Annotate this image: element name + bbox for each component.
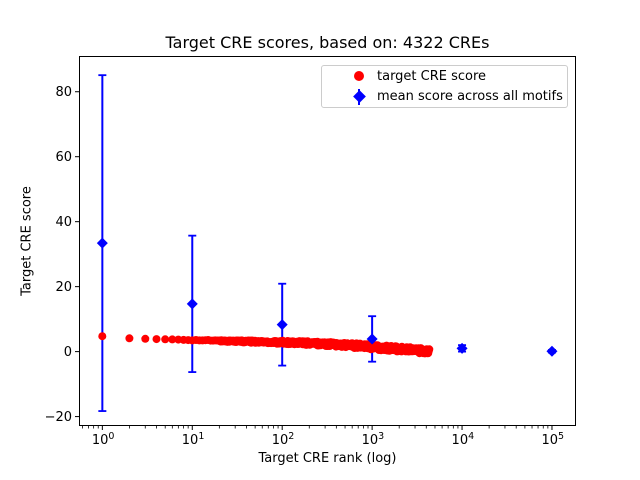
- mean-diamond: [366, 333, 378, 345]
- x-tick-label: 105: [541, 431, 564, 448]
- y-tick-label: 40: [55, 215, 72, 230]
- x-tick-label: 104: [452, 431, 475, 448]
- y-tick-label: −20: [45, 410, 72, 425]
- mean-diamond: [456, 342, 468, 354]
- chart-title: Target CRE scores, based on: 4322 CREs: [165, 33, 490, 52]
- mean-diamond: [546, 345, 558, 357]
- legend: target CRE score mean score across all m…: [321, 65, 568, 108]
- mean-diamond: [186, 298, 198, 310]
- legend-entry-mean-score: mean score across all motifs: [322, 87, 567, 107]
- x-tick-label: 102: [272, 431, 295, 448]
- mean-score-series: [96, 237, 558, 357]
- legend-entry-target-score: target CRE score: [322, 66, 567, 86]
- mean-score-errorbars: [98, 74, 556, 412]
- axis-ticks: 100 101 102 103 104 105 −20 0 20 40 60 80: [45, 85, 565, 448]
- x-axis-label: Target CRE rank (log): [258, 451, 397, 466]
- y-tick-label: 80: [55, 85, 72, 100]
- legend-marker: [344, 87, 374, 107]
- legend-label: mean score across all motifs: [377, 89, 563, 105]
- legend-marker: [344, 66, 374, 86]
- x-tick-label: 103: [362, 431, 385, 448]
- y-tick-label: 0: [64, 345, 72, 360]
- y-tick-label: 60: [55, 150, 72, 165]
- x-tick-label: 101: [182, 431, 205, 448]
- mean-diamond: [96, 237, 108, 249]
- x-tick-label: 100: [92, 431, 115, 448]
- red-circle-marker: [354, 71, 364, 82]
- errorbar-diamond-glyph: [352, 87, 366, 107]
- mean-diamond: [276, 319, 288, 331]
- legend-label: target CRE score: [377, 68, 487, 84]
- blue-diamond-marker: [352, 90, 366, 104]
- target-score-series: [98, 332, 434, 358]
- axes-frame: [79, 56, 576, 426]
- y-tick-label: 20: [55, 280, 72, 295]
